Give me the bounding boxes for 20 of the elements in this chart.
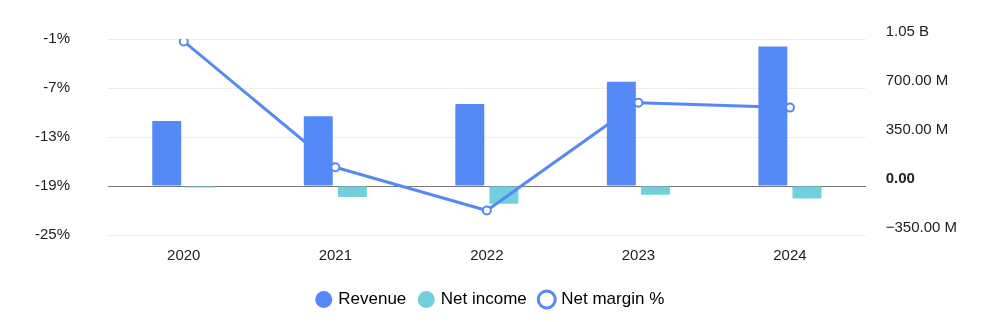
x-tick-label: 2024 [773, 246, 807, 264]
legend-label: Net income [440, 289, 527, 309]
legend-label: Revenue [338, 289, 407, 309]
y2-tick-label: 700.00 M [885, 70, 949, 88]
point [481, 205, 492, 216]
y2-tick-label: −350.00 M [885, 217, 958, 235]
y2-tick-label: 1.05 B [885, 21, 930, 39]
y-tick-label: -25% [34, 225, 71, 243]
y-tick-label: -7% [43, 78, 71, 96]
y-tick-label: -13% [34, 127, 71, 145]
y2-tick-label: 350.00 M [885, 119, 949, 137]
x-tick-label: 2022 [470, 246, 504, 264]
y-tick-label: -19% [34, 176, 71, 194]
point [178, 39, 189, 47]
y-tick-label: -1% [43, 29, 71, 47]
x-tick-label: 2020 [167, 246, 201, 264]
x-tick-label: 2023 [621, 246, 656, 264]
y2-tick-label: 0.00 [885, 168, 915, 186]
legend-label: Net margin % [561, 289, 665, 309]
x-tick-label: 2021 [318, 246, 353, 264]
